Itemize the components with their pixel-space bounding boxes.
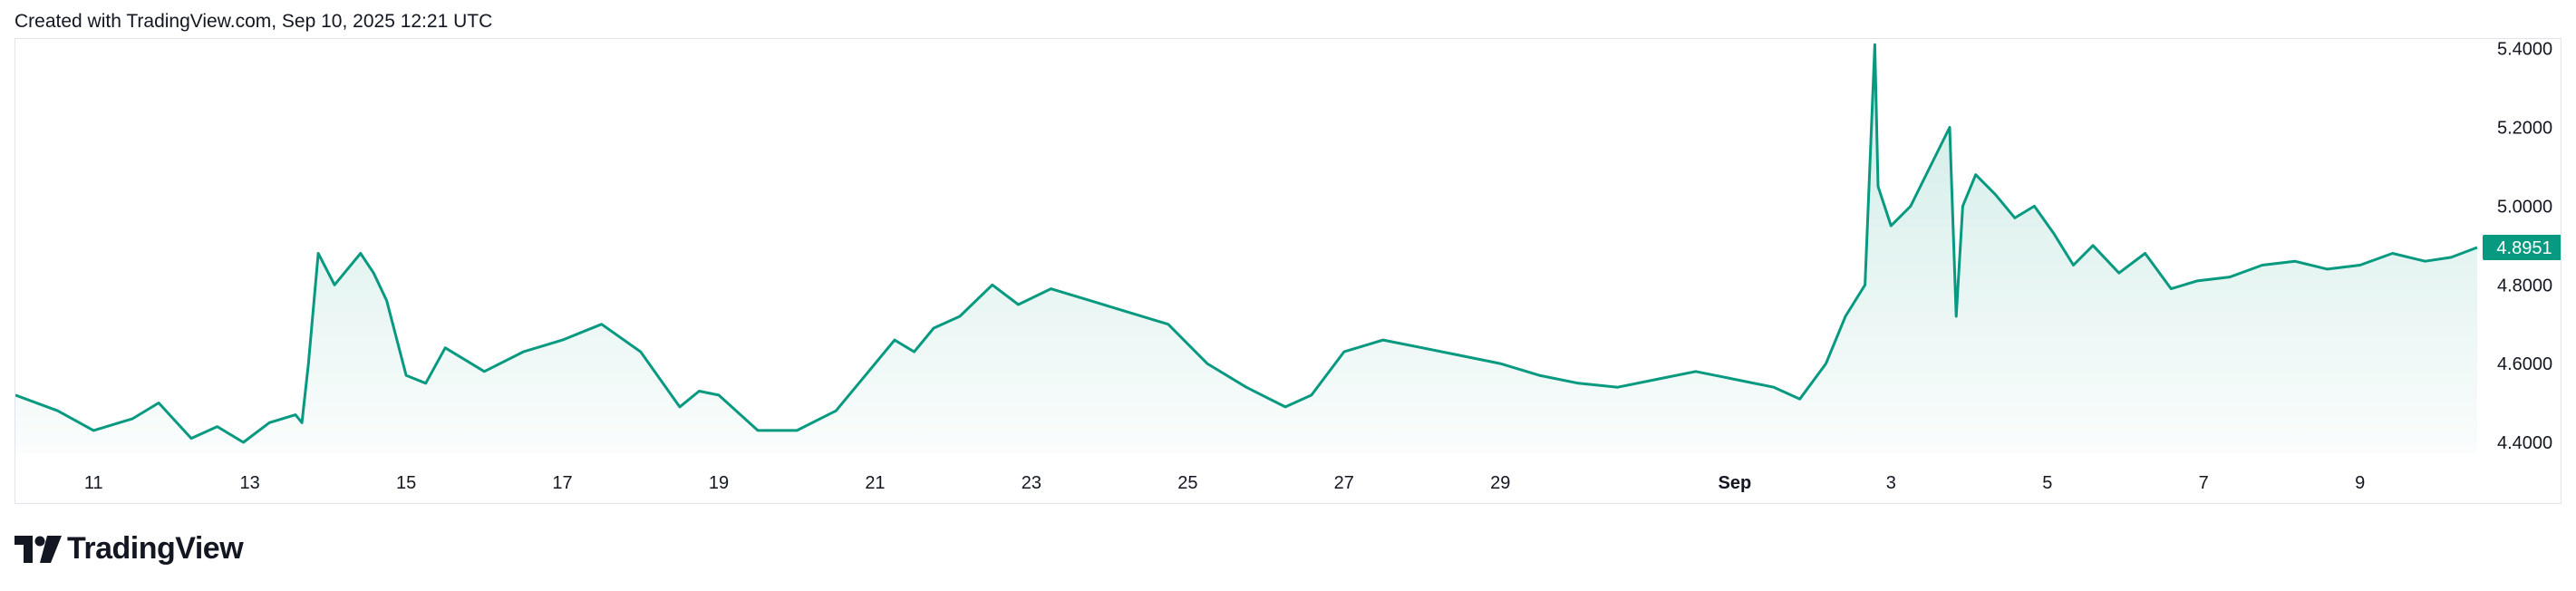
y-tick-label: 4.4000 [2497,433,2552,453]
x-tick-label: 17 [552,473,572,493]
tradingview-logo-icon [15,535,62,563]
x-tick-label: 27 [1334,473,1354,493]
x-tick-label: 11 [84,473,103,493]
price-chart[interactable]: 4.4000 4.6000 4.8000 5.0000 5.2000 5.4000 4.89… [15,39,2561,503]
y-tick-label: 5.4000 [2497,40,2552,60]
y-tick-label: 5.2000 [2497,119,2552,139]
chart-caption: Created with TradingView.com, Sep 10, 20… [15,11,493,32]
y-tick-label: 5.0000 [2497,197,2552,217]
x-tick-label: 29 [1490,473,1510,493]
x-tick-label: 13 [240,473,260,493]
x-tick-label: 15 [396,473,416,493]
x-tick-label: 25 [1177,473,1197,493]
x-tick-label: 23 [1022,473,1041,493]
last-price-label: 4.8951 [2483,235,2561,260]
brand-name: TradingView [67,531,244,566]
tradingview-logo[interactable]: TradingView [15,531,244,567]
x-tick-label: Sep [1719,473,1752,493]
x-tick-label: 5 [2042,473,2052,493]
price-area-fill [15,44,2477,455]
x-tick-label: 9 [2355,473,2365,493]
y-tick-label: 4.6000 [2497,354,2552,374]
y-tick-label: 4.8000 [2497,276,2552,296]
x-tick-label: 7 [2199,473,2209,493]
price-line [15,43,2478,444]
x-tick-label: 3 [1886,473,1896,493]
x-tick-label: 19 [709,473,729,493]
chart-frame: 4.4000 4.6000 4.8000 5.0000 5.2000 5.4000 4.89… [15,38,2561,504]
x-tick-label: 21 [865,473,885,493]
last-price-value: 4.8951 [2496,238,2552,258]
